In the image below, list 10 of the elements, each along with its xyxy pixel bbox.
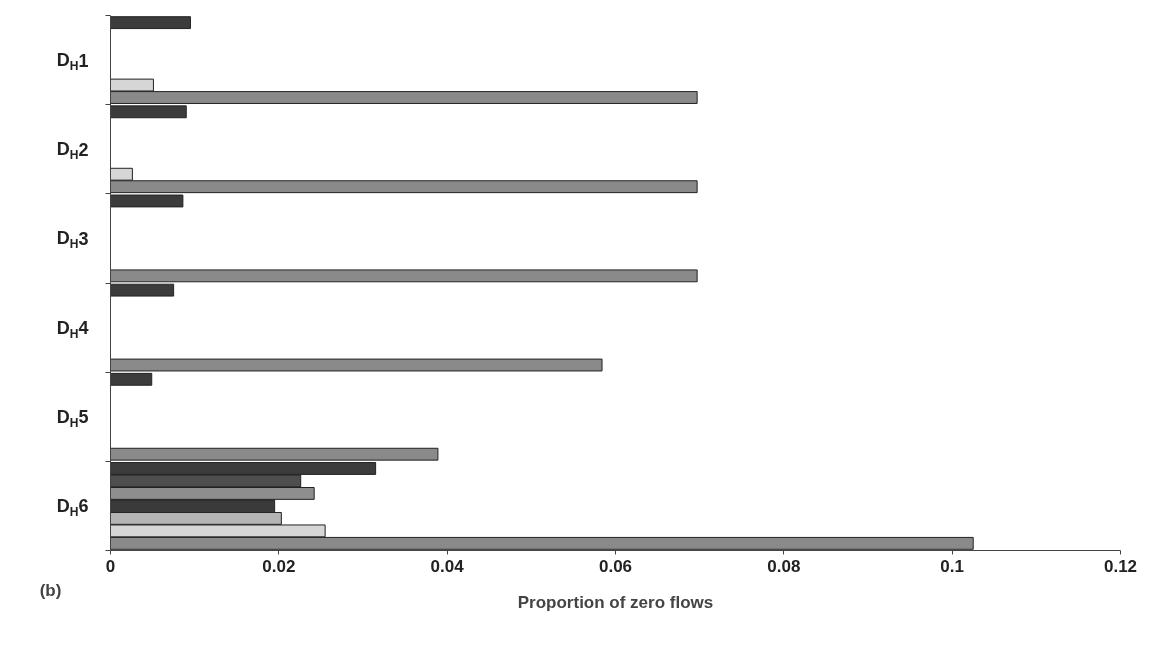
x-tick-label: 0	[105, 556, 116, 576]
x-tick-label: 0.08	[767, 556, 801, 576]
bar	[110, 269, 698, 283]
x-tick-label: 0.02	[262, 556, 296, 576]
x-tick-label: 0.12	[1103, 556, 1138, 576]
x-axis-title: Proportion of zero flows	[517, 592, 714, 612]
text: (b)	[39, 580, 62, 600]
x-tick-label: 0.1	[940, 556, 964, 576]
x-tick-label: 0.04	[430, 556, 465, 576]
x-tick-label: 0.06	[598, 556, 633, 576]
